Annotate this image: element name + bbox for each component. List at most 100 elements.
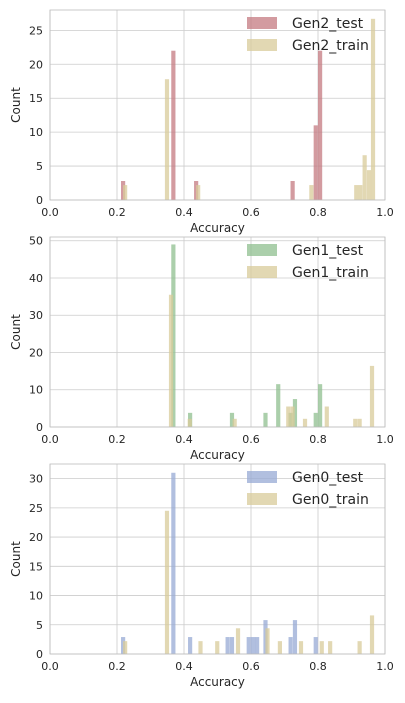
- legend-swatch: [247, 266, 277, 278]
- bar: [187, 418, 192, 427]
- x-tick-label: 0.8: [309, 433, 327, 446]
- bar: [123, 185, 128, 200]
- x-tick-label: 0.0: [41, 206, 59, 219]
- bar: [229, 412, 235, 427]
- bar: [358, 185, 363, 200]
- x-tick-label: 0.8: [309, 660, 327, 673]
- bar: [171, 50, 176, 200]
- bar: [324, 406, 329, 427]
- x-tick-label: 0.6: [242, 660, 260, 673]
- legend-label: Gen2_test: [292, 16, 364, 32]
- legend-swatch: [247, 17, 277, 29]
- x-tick-label: 1.0: [376, 433, 394, 446]
- x-tick-label: 0.6: [242, 206, 260, 219]
- bar: [319, 641, 324, 654]
- x-tick-label: 0.2: [108, 433, 126, 446]
- y-tick-label: 0: [36, 648, 43, 661]
- x-tick-label: 0.4: [175, 433, 193, 446]
- bar: [196, 185, 201, 200]
- bar: [313, 412, 318, 427]
- subplot-3: 0.0 0.2 0.4 0.6 0.8 1.0 0 5 10 15 20 25 30 Accuracy Co…: [9, 463, 394, 689]
- y-tick-label: 10: [29, 126, 43, 139]
- bar: [328, 641, 333, 654]
- y-tick-label: 5: [36, 619, 43, 632]
- y-tick-label: 50: [29, 235, 43, 248]
- bar: [292, 620, 298, 654]
- bar: [171, 244, 176, 427]
- bar: [164, 510, 170, 654]
- bar: [123, 641, 128, 654]
- legend-label: Gen1_train: [292, 265, 369, 281]
- y-tick-label: 15: [29, 560, 43, 573]
- bar: [286, 406, 291, 427]
- x-axis-label: Accuracy: [190, 448, 245, 462]
- legend-swatch: [247, 39, 277, 51]
- legend-label: Gen2_train: [292, 38, 369, 54]
- series-Gen2_test: [121, 50, 323, 200]
- bar: [232, 418, 237, 427]
- y-axis-label: Count: [9, 87, 23, 123]
- bar: [215, 641, 220, 654]
- legend-swatch: [247, 493, 277, 505]
- legend-label: Gen0_train: [292, 492, 369, 508]
- bar: [235, 628, 241, 654]
- series-Gen1_train: [168, 294, 375, 427]
- bar: [370, 18, 376, 201]
- bar: [302, 418, 308, 427]
- x-tick-label: 0.4: [175, 660, 193, 673]
- y-tick-label: 10: [29, 590, 43, 603]
- legend-swatch: [247, 471, 277, 483]
- y-tick-label: 20: [29, 346, 43, 359]
- y-axis-label: Count: [9, 314, 23, 350]
- bar: [369, 615, 375, 654]
- y-tick-label: 0: [36, 421, 43, 434]
- bar: [164, 79, 170, 200]
- series-Gen0_train: [123, 510, 375, 654]
- bar: [298, 641, 304, 654]
- y-tick-label: 5: [36, 160, 43, 173]
- series-Gen0_test: [121, 472, 318, 654]
- y-tick-label: 30: [29, 309, 43, 322]
- bar: [318, 384, 323, 427]
- legend-swatch: [247, 244, 277, 256]
- bar: [168, 294, 174, 427]
- bar: [288, 637, 293, 654]
- bar: [313, 125, 318, 200]
- y-tick-label: 40: [29, 272, 43, 285]
- x-tick-label: 0.2: [108, 660, 126, 673]
- bar: [277, 641, 282, 654]
- legend: Gen1_test Gen1_train: [247, 243, 369, 281]
- bar: [265, 628, 270, 654]
- bar: [354, 185, 359, 200]
- y-tick-label: 30: [29, 473, 43, 486]
- bar: [292, 399, 298, 427]
- axes-frame: [49, 463, 386, 655]
- bar: [290, 406, 295, 427]
- axes-frame: [49, 9, 386, 201]
- bar: [276, 384, 281, 427]
- x-tick-label: 0.0: [41, 433, 59, 446]
- bar: [357, 641, 362, 654]
- bar: [171, 472, 176, 654]
- bar: [255, 637, 260, 654]
- legend-label: Gen0_test: [292, 470, 364, 486]
- y-tick-label: 25: [29, 502, 43, 515]
- x-tick-label: 0.4: [175, 206, 193, 219]
- bar: [198, 641, 203, 654]
- x-tick-label: 0.6: [242, 433, 260, 446]
- y-tick-label: 25: [29, 24, 43, 37]
- x-tick-label: 0.0: [41, 660, 59, 673]
- bar: [318, 50, 323, 200]
- bar: [366, 170, 372, 200]
- x-tick-label: 1.0: [376, 206, 394, 219]
- series-Gen2_train: [123, 18, 376, 201]
- legend-label: Gen1_test: [292, 243, 364, 259]
- subplot-1: 0.0 0.2 0.4 0.6 0.8 1.0 0 5 10 15 20 25 Accuracy Coun…: [9, 9, 394, 235]
- bar: [229, 637, 235, 654]
- legend: Gen0_test Gen0_train: [247, 470, 369, 508]
- bar: [357, 418, 362, 427]
- y-axis-label: Count: [9, 541, 23, 577]
- x-axis-label: Accuracy: [190, 221, 245, 235]
- y-tick-label: 20: [29, 531, 43, 544]
